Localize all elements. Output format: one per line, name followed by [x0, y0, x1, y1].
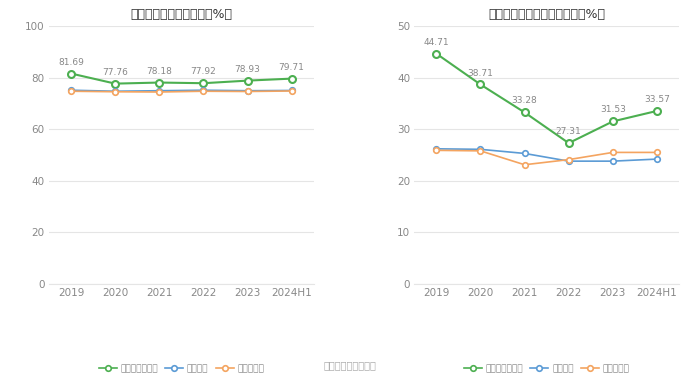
- Title: 近年来有息资产负债率情况（%）: 近年来有息资产负债率情况（%）: [488, 8, 605, 21]
- Text: 数据来源：恒生聚源: 数据来源：恒生聚源: [323, 361, 377, 370]
- Text: 79.71: 79.71: [279, 63, 304, 72]
- Text: 81.69: 81.69: [58, 57, 84, 67]
- Legend: 公司资产负债率, 行业均值, 行业中位数: 公司资产负债率, 行业均值, 行业中位数: [95, 361, 267, 376]
- Text: 33.28: 33.28: [512, 96, 538, 105]
- Text: 38.71: 38.71: [468, 68, 493, 77]
- Title: 近年来资产负债率情况（%）: 近年来资产负债率情况（%）: [130, 8, 232, 21]
- Text: 78.93: 78.93: [234, 65, 260, 74]
- Text: 78.18: 78.18: [146, 67, 172, 76]
- Text: 44.71: 44.71: [424, 38, 449, 47]
- Text: 77.92: 77.92: [190, 67, 216, 76]
- Legend: 有息资产负债率, 行业均值, 行业中位数: 有息资产负债率, 行业均值, 行业中位数: [461, 361, 633, 376]
- Text: 27.31: 27.31: [556, 127, 582, 136]
- Text: 31.53: 31.53: [600, 105, 626, 115]
- Text: 33.57: 33.57: [644, 95, 670, 104]
- Text: 77.76: 77.76: [102, 68, 128, 77]
